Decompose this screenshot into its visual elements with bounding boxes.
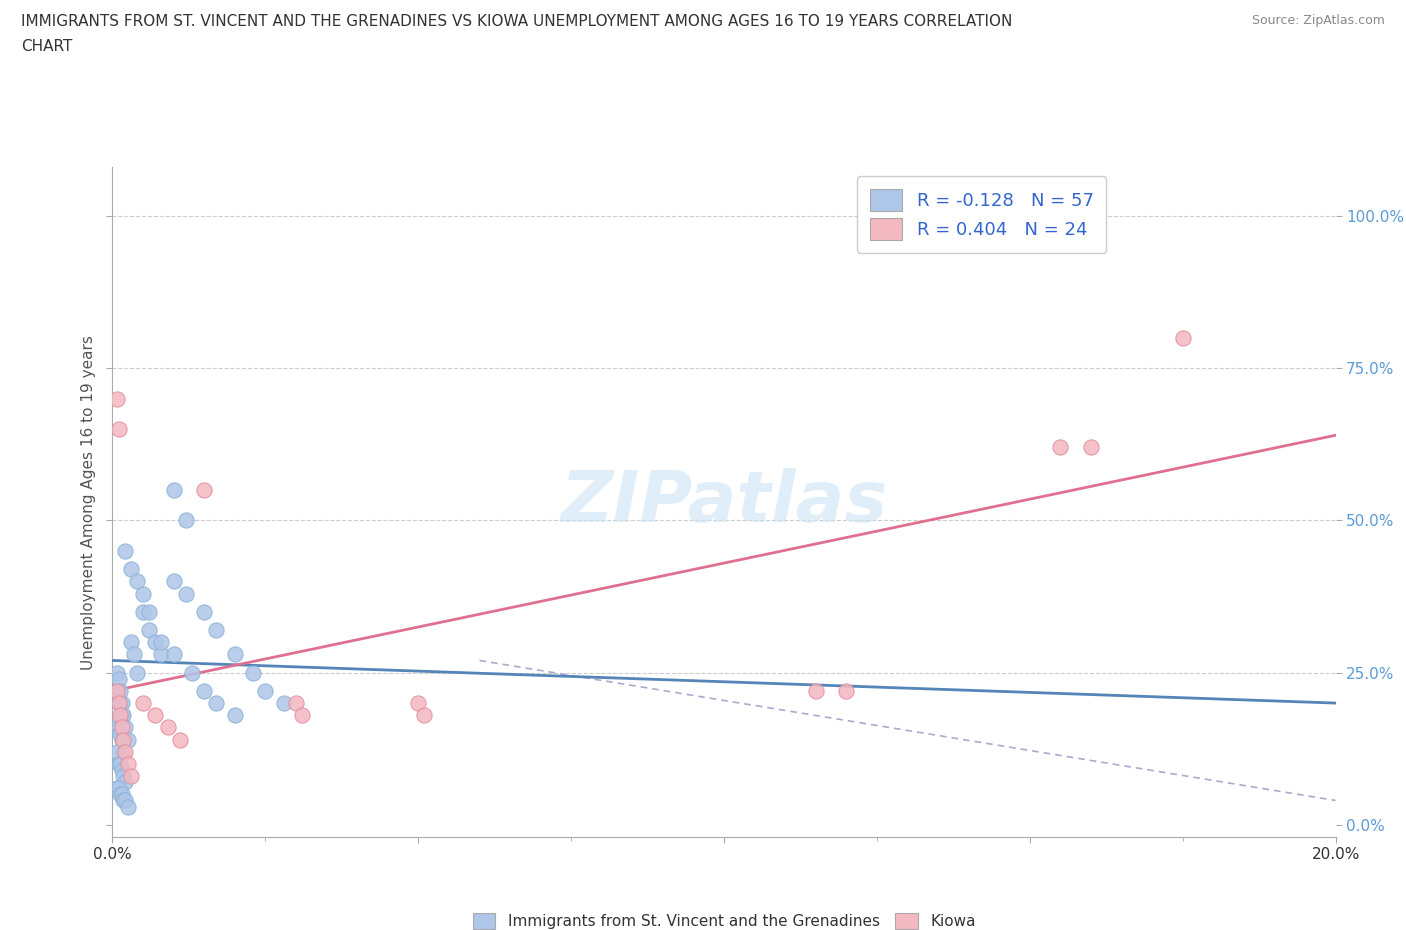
Point [242, 665, 264, 680]
Point [107, 671, 129, 686]
Point [112, 744, 135, 759]
Point [413, 708, 436, 723]
Point [1080, 440, 1102, 455]
Point [273, 696, 295, 711]
Point [143, 708, 166, 723]
Point [122, 647, 145, 662]
Point [114, 793, 136, 808]
Point [108, 756, 131, 771]
Point [108, 696, 131, 711]
Point [105, 744, 128, 759]
Point [125, 665, 148, 680]
Point [107, 720, 129, 735]
Point [111, 787, 134, 802]
Point [163, 574, 186, 589]
Point [117, 756, 139, 771]
Point [138, 604, 160, 619]
Point [117, 732, 139, 747]
Point [150, 635, 173, 650]
Point [107, 781, 129, 796]
Point [107, 421, 129, 436]
Point [105, 720, 128, 735]
Point [291, 708, 314, 723]
Point [112, 732, 135, 747]
Point [132, 604, 155, 619]
Point [169, 732, 191, 747]
Point [156, 720, 179, 735]
Point [132, 586, 155, 601]
Point [108, 708, 131, 723]
Point [108, 726, 131, 741]
Point [143, 635, 166, 650]
Point [254, 684, 277, 698]
Point [105, 684, 128, 698]
Point [205, 696, 228, 711]
Point [193, 483, 215, 498]
Y-axis label: Unemployment Among Ages 16 to 19 years: Unemployment Among Ages 16 to 19 years [80, 335, 96, 670]
Point [111, 720, 134, 735]
Point [1171, 330, 1194, 345]
Point [163, 647, 186, 662]
Point [835, 684, 858, 698]
Point [111, 732, 134, 747]
Point [105, 684, 128, 698]
Point [111, 708, 134, 723]
Point [804, 684, 827, 698]
Point [107, 756, 129, 771]
Point [408, 696, 430, 711]
Point [108, 787, 131, 802]
Point [111, 696, 134, 711]
Point [224, 647, 246, 662]
Point [111, 763, 134, 777]
Text: IMMIGRANTS FROM ST. VINCENT AND THE GRENADINES VS KIOWA UNEMPLOYMENT AMONG AGES : IMMIGRANTS FROM ST. VINCENT AND THE GREN… [21, 14, 1012, 29]
Point [284, 696, 308, 711]
Point [138, 622, 160, 637]
Point [174, 586, 197, 601]
Point [120, 769, 142, 784]
Point [117, 799, 139, 814]
Point [224, 708, 246, 723]
Point [120, 562, 142, 577]
Point [108, 684, 131, 698]
Point [193, 604, 215, 619]
Point [1049, 440, 1071, 455]
Point [107, 696, 129, 711]
Point [193, 684, 215, 698]
Point [125, 574, 148, 589]
Point [174, 513, 197, 528]
Point [112, 769, 135, 784]
Point [132, 696, 155, 711]
Text: CHART: CHART [21, 39, 73, 54]
Point [105, 665, 128, 680]
Point [163, 483, 186, 498]
Point [112, 793, 135, 808]
Point [114, 775, 136, 790]
Text: ZIPatlas: ZIPatlas [561, 468, 887, 537]
Point [105, 781, 128, 796]
Point [114, 543, 136, 558]
Point [105, 392, 128, 406]
Point [150, 647, 173, 662]
Point [205, 622, 228, 637]
Point [114, 744, 136, 759]
Text: Source: ZipAtlas.com: Source: ZipAtlas.com [1251, 14, 1385, 27]
Point [107, 696, 129, 711]
Point [112, 708, 135, 723]
Point [181, 665, 204, 680]
Point [120, 635, 142, 650]
Point [114, 720, 136, 735]
Legend: Immigrants from St. Vincent and the Grenadines, Kiowa: Immigrants from St. Vincent and the Gren… [465, 905, 983, 930]
